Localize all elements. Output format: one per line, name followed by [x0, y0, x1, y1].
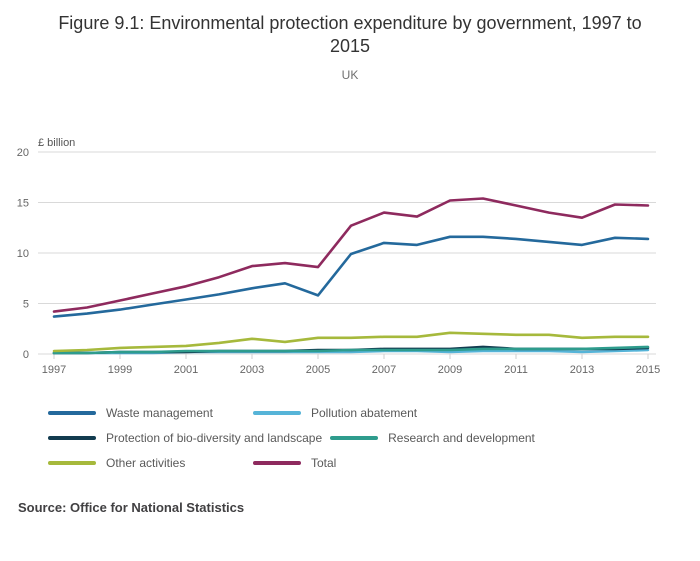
x-axis-tick-label: 2015: [636, 364, 660, 376]
legend-swatch-total: [253, 460, 301, 465]
x-axis-tick-label: 2009: [438, 364, 462, 376]
y-axis-tick-label: 10: [17, 248, 29, 260]
series-line-research-and-development: [52, 345, 650, 355]
legend-label: Waste management: [106, 405, 213, 420]
legend-swatch-other-activities: [48, 460, 96, 465]
y-axis-tick-label: 20: [17, 147, 29, 159]
legend-label: Research and development: [388, 430, 535, 445]
legend-swatch-protection-of-bio-diversity-and-landscape: [48, 435, 96, 440]
legend-item-protection-of-bio-diversity-and-landscape[interactable]: Protection of bio-diversity and landscap…: [48, 431, 330, 445]
x-axis-tick-label: 2003: [240, 364, 264, 376]
legend-swatch-research-and-development: [330, 435, 379, 440]
series-line-total: [52, 196, 650, 313]
chart-title: Figure 9.1: Environmental protection exp…: [58, 13, 642, 57]
legend-label: Other activities: [106, 455, 186, 470]
legend-label: Protection of bio-diversity and landscap…: [106, 430, 323, 445]
chart-page: Figure 9.1: Environmental protection exp…: [0, 12, 700, 561]
legend-swatch-pollution-abatement: [253, 410, 301, 415]
source-note: Source: Office for National Statistics: [18, 499, 245, 515]
legend-swatch-waste-management: [48, 410, 96, 415]
legend-item-waste-management[interactable]: Waste management: [48, 406, 253, 420]
legend-item-other-activities[interactable]: Other activities: [48, 456, 253, 470]
chart-legend: Waste management Pollution abatement Prote…: [48, 406, 690, 470]
x-axis-tick-label: 2011: [504, 364, 528, 376]
series-line-waste-management: [52, 235, 650, 318]
chart-subtitle: UK: [341, 67, 359, 82]
y-axis-tick-label: 5: [23, 298, 29, 310]
x-axis-tick-label: 2013: [570, 364, 594, 376]
y-axis-title: £ billion: [38, 138, 75, 149]
legend-item-total[interactable]: Total: [253, 456, 458, 470]
x-axis-tick-label: 1997: [42, 364, 66, 376]
y-axis-tick-label: 15: [17, 197, 29, 209]
x-axis-tick-label: 2005: [306, 364, 330, 376]
x-axis-tick-label: 1999: [108, 364, 132, 376]
line-chart: 0 5 10 15 20 £ billion 1997 1999 2001 2003 2005 200…: [17, 138, 660, 376]
legend-item-research-and-development[interactable]: Research and development: [330, 431, 543, 445]
y-axis-tick-label: 0: [23, 349, 29, 361]
legend-label: Pollution abatement: [311, 405, 418, 420]
legend-item-pollution-abatement[interactable]: Pollution abatement: [253, 406, 458, 420]
legend-label: Total: [311, 455, 337, 470]
x-axis-tick-label: 2001: [174, 364, 198, 376]
x-axis-tick-label: 2007: [372, 364, 396, 376]
series-line-other-activities: [52, 331, 650, 353]
